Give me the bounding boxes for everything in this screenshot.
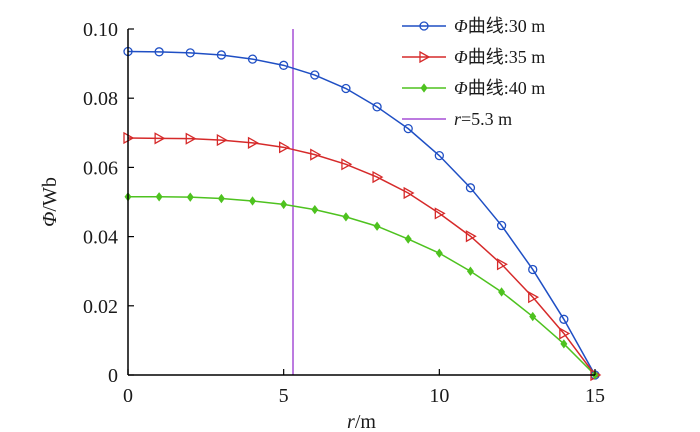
- plot-lines-layer: [127, 29, 596, 376]
- y-tick-label: 0.06: [83, 157, 118, 179]
- legend-marker-shape: [419, 21, 429, 31]
- legend-label-series-2: Φ曲线:35 m: [454, 47, 545, 67]
- series-line-2: [127, 137, 596, 376]
- series-1-point: [216, 50, 227, 60]
- legend-label-series-1: Φ曲线:30 m: [454, 16, 545, 36]
- series-2-point: [185, 132, 197, 145]
- y-axis-unit: /Wb: [39, 177, 61, 211]
- series-1-point: [559, 314, 569, 324]
- series-1-point: [496, 220, 507, 231]
- series-2-point: [247, 136, 259, 149]
- series-2-point: [403, 186, 415, 200]
- series-1-point: [185, 48, 195, 58]
- y-axis-variable: Φ: [39, 212, 61, 227]
- series-1-point: [310, 70, 320, 80]
- series-2-point: [434, 207, 446, 220]
- series-3-point: [311, 204, 319, 215]
- ticks-layer: 0 5 10 15 0 0.02 0.04 0.06 0.08 0.10: [83, 19, 605, 407]
- x-axis-unit: /m: [355, 411, 377, 432]
- legend-label-var: Φ: [454, 78, 468, 98]
- x-axis-title: r/m: [347, 411, 376, 432]
- series-3-point: [560, 339, 568, 349]
- series-2-point: [341, 158, 353, 171]
- series-2-point: [216, 133, 228, 147]
- axes-layer: [127, 29, 595, 376]
- series-1-point: [403, 123, 413, 134]
- series-2-point: [496, 258, 508, 271]
- x-tick-label: 15: [585, 385, 605, 407]
- legend-label-var: r: [454, 109, 462, 129]
- series-3-point: [404, 234, 412, 244]
- series-1-point: [154, 47, 164, 57]
- legend-label-series-3: Φ曲线:40 m: [454, 78, 545, 98]
- y-axis-title: Φ/Wb: [39, 177, 61, 227]
- legend-label-rest: 曲线:35 m: [468, 47, 546, 67]
- series-3-point: [342, 212, 350, 222]
- legend-entry-series-2: Φ曲线:35 m: [402, 47, 545, 67]
- y-tick-label: 0.02: [83, 296, 118, 318]
- series-2-point: [528, 291, 540, 304]
- x-tick-label: 5: [279, 385, 289, 407]
- series-3-point: [186, 192, 194, 202]
- y-tick-label: 0: [108, 365, 118, 387]
- series-2-point: [154, 132, 166, 145]
- legend-marker-shape: [420, 83, 428, 93]
- y-tick-label: 0.08: [83, 88, 118, 110]
- legend-label-var: Φ: [454, 16, 468, 36]
- legend-marker-shape: [419, 50, 431, 64]
- series-line-1: [127, 50, 596, 376]
- legend: Φ曲线:30 m Φ曲线:35 m Φ曲线:40 m r=5.3 m: [402, 16, 545, 129]
- x-axis-variable: r: [347, 411, 355, 432]
- legend-label-rest: =5.3 m: [461, 109, 512, 129]
- legend-label-vline: r=5.3 m: [454, 109, 512, 129]
- series-3-point: [373, 221, 381, 231]
- legend-marker-series-2: [419, 50, 431, 64]
- legend-entry-series-1: Φ曲线:30 m: [402, 16, 545, 36]
- series-1-point: [434, 150, 444, 161]
- series-3-point: [217, 193, 225, 204]
- legend-label-var: Φ: [454, 47, 468, 67]
- series-2-point: [279, 141, 291, 154]
- series-1-point: [247, 54, 258, 64]
- x-tick-label: 0: [123, 385, 133, 407]
- series-3-point: [155, 192, 163, 202]
- x-tick-label: 10: [429, 385, 449, 407]
- series-1-point: [279, 60, 289, 70]
- legend-entry-vline: r=5.3 m: [402, 109, 512, 129]
- series-3-point: [529, 311, 537, 322]
- series-1-point: [465, 183, 476, 193]
- series-1-point: [528, 264, 538, 275]
- legend-marker-series-1: [419, 21, 429, 31]
- series-3-point: [435, 248, 443, 258]
- series-3-point: [280, 199, 288, 210]
- legend-entry-series-3: Φ曲线:40 m: [402, 78, 545, 98]
- series-2-point: [310, 148, 322, 161]
- y-tick-label: 0.04: [83, 227, 118, 249]
- series-3-point: [249, 196, 257, 206]
- series-2-point: [559, 327, 571, 340]
- series-1-point: [372, 102, 382, 112]
- series-1-point: [341, 83, 351, 94]
- legend-label-rest: 曲线:40 m: [468, 78, 546, 98]
- legend-label-rest: 曲线:30 m: [468, 16, 546, 36]
- series-2-point: [372, 170, 384, 184]
- series-2-point: [465, 230, 477, 243]
- series-3-point: [466, 266, 474, 276]
- y-tick-label: 0.10: [83, 19, 118, 41]
- series-3-point: [498, 287, 506, 297]
- series-line-3: [128, 196, 596, 376]
- legend-marker-series-3: [420, 83, 428, 93]
